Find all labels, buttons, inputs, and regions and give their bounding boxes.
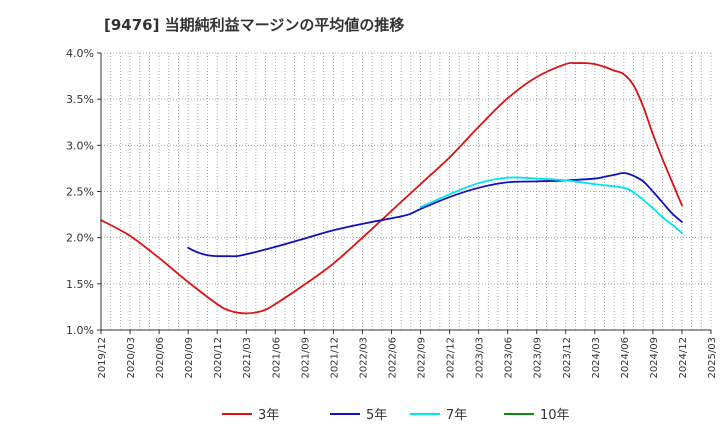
x-axis-ticks: 2019/12 2020/03 2020/06 2020/09 2020/12 2021/… (97, 330, 718, 379)
chart-title: [9476] 当期純利益マージンの平均値の推移 (104, 16, 405, 34)
legend-item-2: 5年 (330, 408, 387, 423)
series-line-2 (187, 172, 683, 258)
x-tick-label: 2020/06 (155, 337, 166, 379)
x-tick-label: 2024/09 (649, 337, 660, 379)
legend-label: 3年 (258, 408, 279, 423)
x-tick-label: 2023/09 (533, 337, 544, 379)
x-tick-label: 2025/03 (707, 337, 718, 379)
x-tick-label: 2021/12 (329, 337, 340, 379)
y-tick-label: 1.0% (66, 324, 94, 337)
y-tick-label: 3.0% (66, 139, 94, 152)
plot-background (101, 53, 711, 330)
x-tick-label: 2020/12 (213, 337, 224, 379)
legend-item-4: 10年 (504, 408, 570, 423)
x-tick-label: 2019/12 (97, 337, 108, 379)
x-tick-label: 2023/03 (475, 337, 486, 379)
x-tick-label: 2020/03 (126, 337, 137, 379)
x-tick-label: 2021/06 (271, 337, 282, 379)
x-tick-label: 2022/12 (446, 337, 457, 379)
y-tick-label: 1.5% (66, 278, 94, 291)
series-line-3 (419, 176, 683, 234)
x-tick-label: 2021/09 (300, 337, 311, 379)
legend-label: 5年 (366, 408, 387, 423)
plot-area (101, 53, 711, 330)
series-line-1 (100, 61, 683, 315)
legend: 3年 5年 7年 10年 (222, 408, 570, 423)
legend-label: 7年 (446, 408, 467, 423)
y-tick-label: 4.0% (66, 47, 94, 60)
x-tick-label: 2022/09 (417, 337, 428, 379)
legend-label: 10年 (540, 408, 570, 423)
x-tick-label: 2022/03 (358, 337, 369, 379)
x-tick-label: 2020/09 (184, 337, 195, 379)
y-tick-label: 2.0% (66, 232, 94, 245)
x-tick-label: 2022/06 (387, 337, 398, 379)
legend-item-1: 3年 (222, 408, 279, 423)
legend-item-3: 7年 (410, 408, 467, 423)
x-tick-label: 2023/06 (504, 337, 515, 379)
y-tick-label: 2.5% (66, 186, 94, 199)
grid-lines (100, 52, 712, 331)
y-axis-ticks: 1.0% 1.5% 2.0% 2.5% 3.0% 3.5% 4.0% (66, 47, 101, 337)
series-group (100, 61, 683, 315)
x-tick-label: 2024/12 (678, 337, 689, 379)
x-tick-label: 2024/03 (591, 337, 602, 379)
x-tick-label: 2021/03 (242, 337, 253, 379)
y-tick-label: 3.5% (66, 93, 94, 106)
x-tick-label: 2023/12 (562, 337, 573, 379)
x-tick-label: 2024/06 (620, 337, 631, 379)
